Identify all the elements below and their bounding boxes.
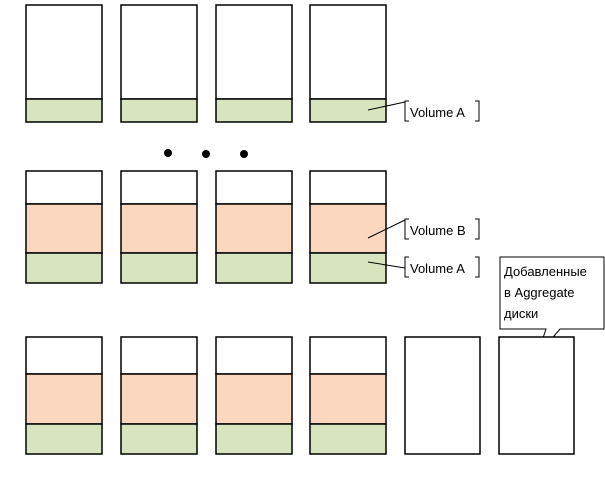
bracket-right [475,218,480,240]
disk-row-2 [25,170,387,284]
disk-2-1-free [25,170,103,205]
disk-3-1-free [25,336,103,375]
disk-2-4-volume-a [309,252,387,284]
disk-3-2 [120,336,198,455]
disk-1-4-free [309,4,387,100]
disk-2-4-free [309,170,387,205]
disk-3-4-volume-a [309,423,387,455]
label-row2-volume-b: Volume B [367,218,480,240]
disk-3-2-volume-a [120,423,198,455]
callout-added-disks: Добавленные в Aggregate диски [499,256,605,357]
bracket-right [475,256,480,278]
disk-1-1 [25,4,103,123]
disk-row-1 [25,4,387,123]
disk-2-3 [215,170,293,284]
callout-line-2: в Aggregate [504,285,575,300]
disk-1-2-free [120,4,198,100]
label-row2-volume-a: Volume A [367,256,480,278]
disk-2-2-free [120,170,198,205]
disk-1-1-volume-a [25,98,103,123]
bracket-right [475,100,480,122]
disk-2-2-volume-a [120,252,198,284]
disk-1-2 [120,4,198,123]
disk-2-2 [120,170,198,284]
disk-3-2-volume-b [120,373,198,425]
disk-3-4-free [309,336,387,375]
callout-line-3: диски [504,306,538,321]
volume-b-label: Volume B [410,223,466,238]
disk-2-4 [309,170,387,284]
volume-a-label: Volume A [410,261,465,276]
disk-3-5-free [404,336,481,455]
disk-3-4-volume-b [309,373,387,425]
label-row1-volume-a: Volume A [367,100,480,122]
bracket-left [404,100,409,122]
disk-3-4 [309,336,387,455]
disk-1-3-free [215,4,293,100]
disk-2-3-volume-b [215,203,293,254]
disk-3-2-free [120,336,198,375]
ellipsis [164,149,248,158]
disk-3-5-added [404,336,481,455]
disk-3-1-volume-b [25,373,103,425]
disk-3-3 [215,336,293,455]
bracket-left [404,256,409,278]
disk-1-2-volume-a [120,98,198,123]
ellipsis-dot [240,150,248,158]
disk-3-6-added [498,336,575,455]
callout-line-1: Добавленные [504,264,587,279]
bracket-left [404,218,409,240]
disk-1-4-volume-a [309,98,387,123]
disk-3-3-volume-a [215,423,293,455]
leader-line [367,219,406,239]
disk-1-4 [309,4,387,123]
disk-1-3-volume-a [215,98,293,123]
ellipsis-dot [164,149,172,157]
disk-2-1-volume-b [25,203,103,254]
disk-1-3 [215,4,293,123]
volume-a-label: Volume A [410,105,465,120]
disk-3-6-free [498,336,575,455]
ellipsis-dot [202,150,210,158]
disk-2-3-free [215,170,293,205]
disk-2-3-volume-a [215,252,293,284]
leader-line [367,101,406,111]
disk-2-4-volume-b [309,203,387,254]
disk-3-3-free [215,336,293,375]
disk-3-3-volume-b [215,373,293,425]
disk-3-1 [25,336,103,455]
disk-2-2-volume-b [120,203,198,254]
leader-line [367,261,406,269]
disk-1-1-free [25,4,103,100]
disk-row-3 [25,336,575,455]
disk-2-1 [25,170,103,284]
disk-2-1-volume-a [25,252,103,284]
disk-3-1-volume-a [25,423,103,455]
